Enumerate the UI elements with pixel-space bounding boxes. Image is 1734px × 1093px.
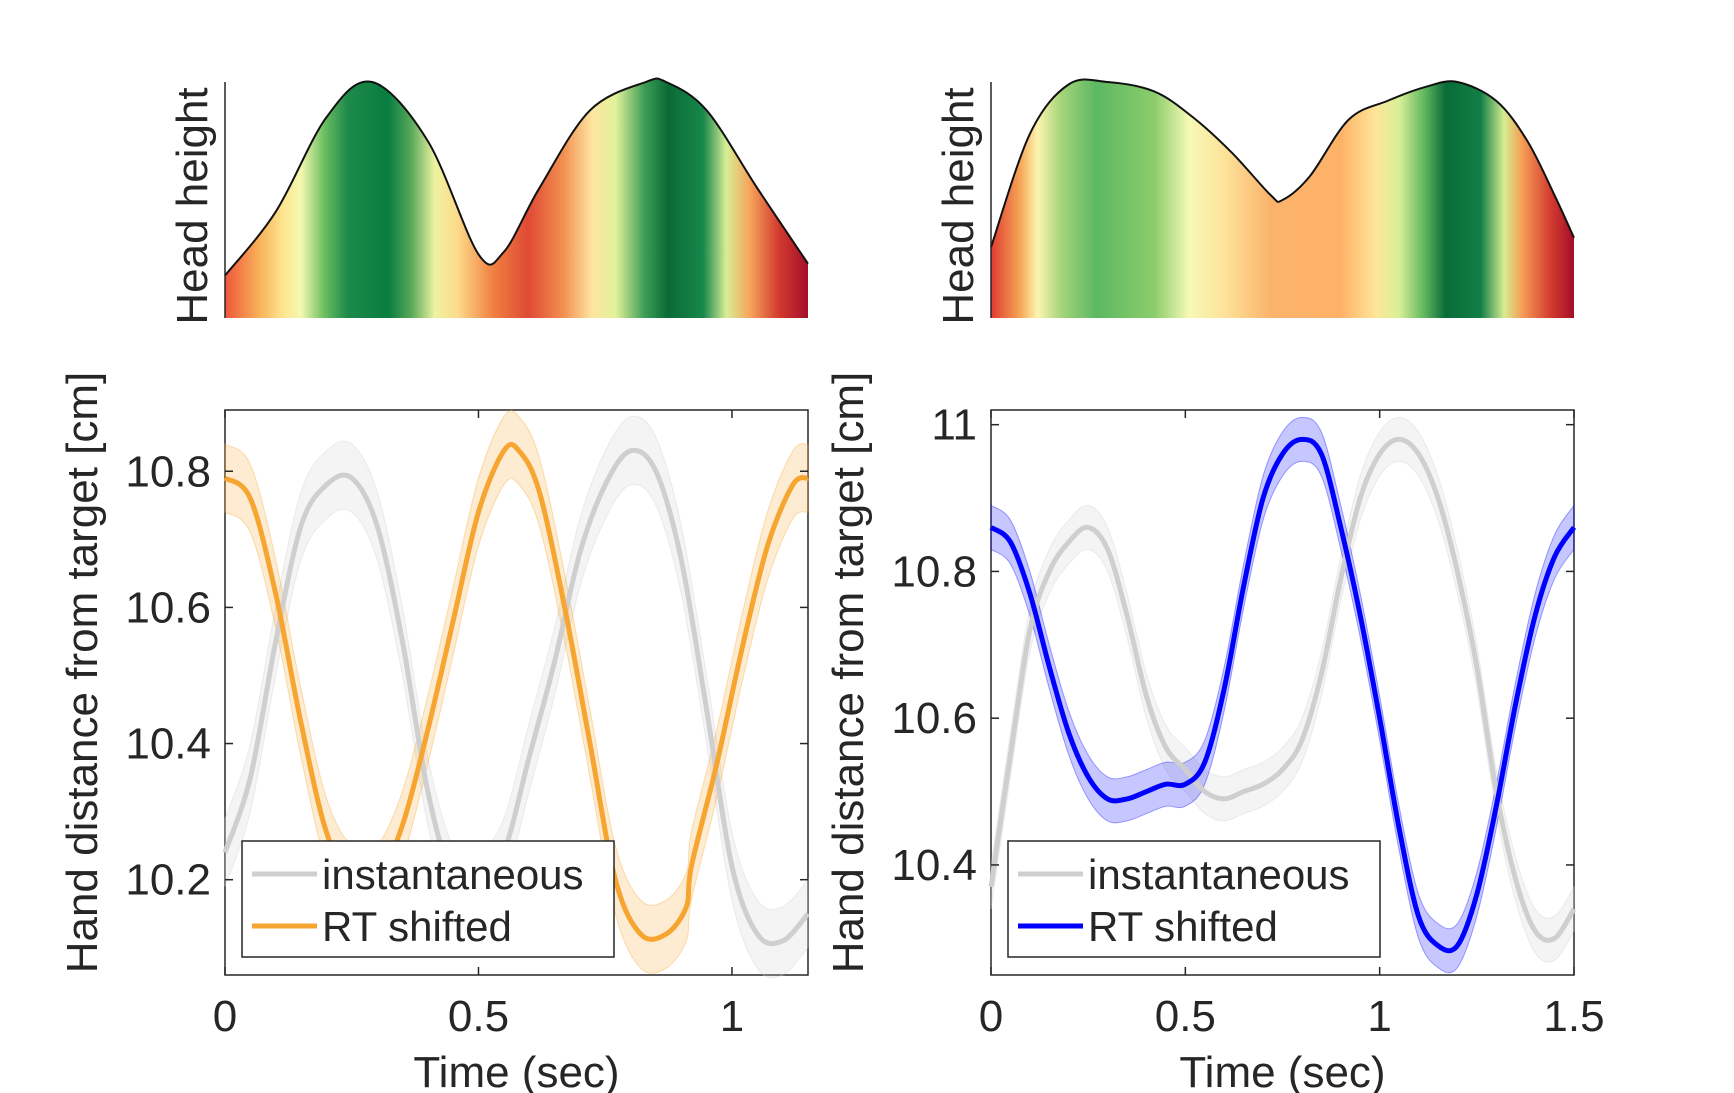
y-axis-label: Head height bbox=[934, 87, 983, 324]
chart-right-top: Head height bbox=[934, 78, 1575, 325]
series-line-0 bbox=[222, 447, 810, 947]
x-axis-label: Time (sec) bbox=[1179, 1048, 1385, 1093]
chart-right-bottom: 0 0.5 1 1.5 10.4 10.6 10.8 11 Time (sec) Hand dis… bbox=[824, 372, 1605, 1093]
x-tick-label: 0.5 bbox=[448, 992, 509, 1041]
y-axis-label: Hand distance from target [cm] bbox=[58, 372, 107, 974]
x-tick-label: 0 bbox=[213, 992, 237, 1041]
head-height-area bbox=[991, 79, 1574, 318]
legend: instantaneous RT shifted bbox=[1007, 840, 1381, 958]
series-band-1 bbox=[990, 416, 1575, 974]
y-axis-label: Head height bbox=[168, 87, 217, 324]
x-axis-label: Time (sec) bbox=[413, 1048, 619, 1093]
y-tick-label: 11 bbox=[931, 401, 977, 450]
legend-box bbox=[241, 840, 615, 958]
y-axis-label: Hand distance from target [cm] bbox=[824, 372, 873, 974]
chart-left-top: Head height bbox=[168, 77, 809, 325]
y-tick-label: 10.6 bbox=[891, 694, 977, 743]
y-tick-label: 10.4 bbox=[125, 720, 211, 769]
series-line-0 bbox=[988, 436, 1577, 943]
head-height-line bbox=[990, 78, 1575, 248]
legend-label-1: RT shifted bbox=[1088, 903, 1278, 950]
x-tick-label: 1 bbox=[1367, 992, 1391, 1041]
x-tick-label: 0.5 bbox=[1155, 992, 1216, 1041]
series-line-1 bbox=[989, 436, 1577, 954]
x-tick-label: 1.5 bbox=[1543, 992, 1604, 1041]
head-height-area bbox=[225, 78, 808, 319]
y-tick-label: 10.4 bbox=[891, 841, 977, 890]
legend-box bbox=[1007, 840, 1381, 958]
legend-label-1: RT shifted bbox=[322, 903, 512, 950]
legend-label-0: instantaneous bbox=[1088, 851, 1350, 898]
x-tick-label: 0 bbox=[979, 992, 1003, 1041]
y-tick-label: 10.2 bbox=[125, 856, 211, 905]
y-tick-label: 10.8 bbox=[125, 447, 211, 496]
legend-label-0: instantaneous bbox=[322, 851, 584, 898]
head-height-line bbox=[224, 77, 809, 277]
x-tick-label: 1 bbox=[720, 992, 744, 1041]
chart-left-bottom: 0 0.5 1 10.2 10.4 10.6 10.8 Time (sec) Hand dist… bbox=[58, 372, 810, 1093]
series-line-1 bbox=[223, 441, 810, 942]
series-band-1 bbox=[224, 409, 809, 974]
legend: instantaneous RT shifted bbox=[241, 840, 615, 958]
y-tick-label: 10.6 bbox=[125, 583, 211, 632]
y-tick-label: 10.8 bbox=[891, 547, 977, 596]
